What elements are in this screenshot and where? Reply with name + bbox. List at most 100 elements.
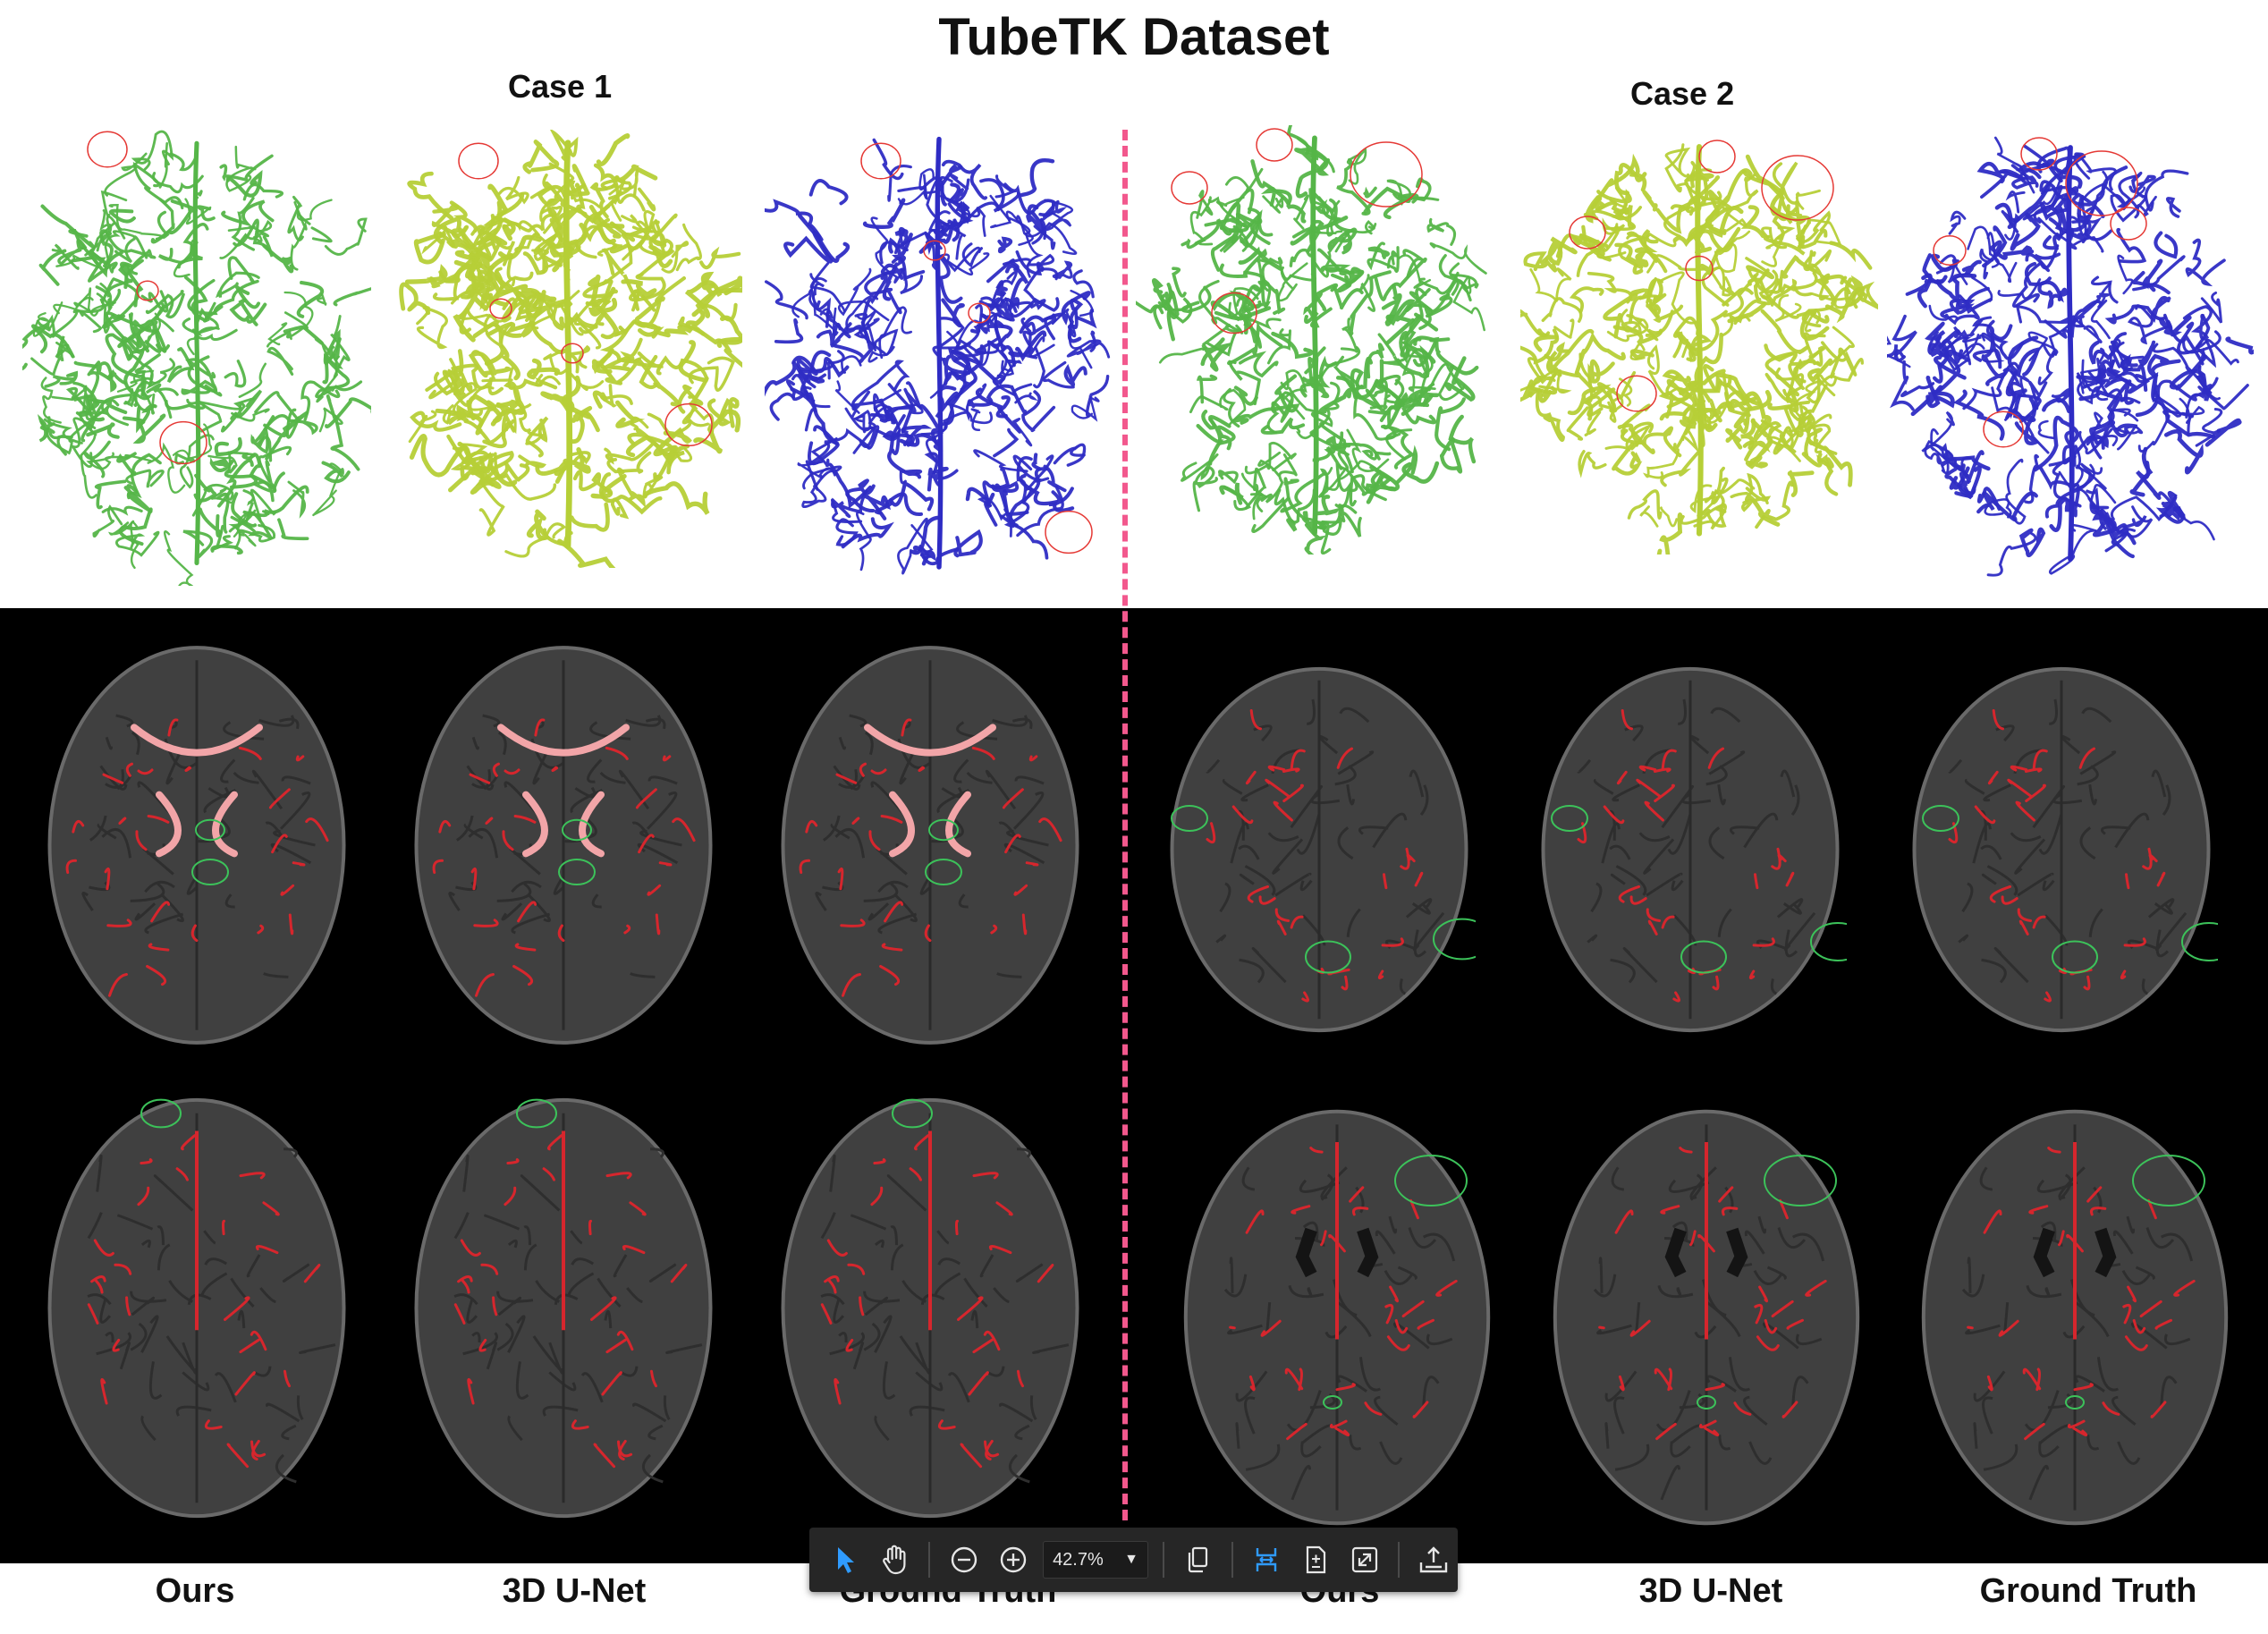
vessel-overlay [2127, 1285, 2137, 1303]
vessel-overlay [1417, 1318, 1434, 1330]
fit-width-button[interactable] [1246, 1538, 1288, 1581]
vessel-overlay [2102, 1401, 2120, 1416]
highlight-circle [1569, 216, 1606, 250]
vessel-overlay [1687, 968, 1697, 975]
vessel-overlay [284, 1369, 291, 1388]
vessel-overlay [1704, 1427, 1720, 1436]
vessel-overlay [884, 901, 904, 923]
vessel-overlay [467, 1377, 475, 1405]
vessel-overlay [473, 919, 499, 927]
zoom-level-value: 42.7% [1053, 1549, 1104, 1570]
zoom-out-button[interactable] [943, 1538, 985, 1581]
vessel-overlay [851, 817, 860, 825]
vessel-overlay [2173, 1279, 2196, 1297]
vessel-overlay [517, 901, 537, 923]
vessel-overlay [292, 861, 306, 867]
vessel-overlay [1752, 937, 1775, 947]
vessel-overlay [470, 867, 478, 891]
vessel-overlay [995, 1201, 1013, 1216]
vessel-overlay [1284, 1367, 1304, 1391]
vessel-overlay [1748, 969, 1756, 980]
vessel-overlay [588, 1219, 592, 1236]
page-view-button[interactable] [1177, 1538, 1219, 1581]
vessel-overlay [1974, 805, 1996, 825]
vessel-overlay [2142, 847, 2153, 870]
vessel-overlay [2032, 915, 2046, 929]
vessel-overlay [1273, 800, 1293, 822]
vessel-overlay [2122, 1303, 2132, 1325]
highlight-circle [664, 402, 713, 447]
vessel-tree [1136, 125, 1487, 555]
vessel-render-case2-ours [1136, 125, 1487, 555]
vessel-overlay [250, 1440, 267, 1458]
minus-circle-icon [951, 1546, 977, 1573]
vessel-overlay [239, 1172, 266, 1180]
vessel-overlay [1231, 805, 1254, 825]
vessel-overlay [672, 817, 696, 842]
vessel-overlay [1206, 822, 1216, 844]
highlight-circle [1761, 155, 1834, 221]
highlight-circle [1698, 140, 1736, 174]
vessel-overlay [605, 1172, 632, 1180]
zoom-in-button[interactable] [992, 1538, 1034, 1581]
vessel-overlay [1260, 1319, 1282, 1337]
vessel-overlay [262, 1201, 280, 1216]
fit-page-button[interactable] [1295, 1538, 1337, 1581]
vessel-overlay [303, 1264, 321, 1283]
fullscreen-button[interactable] [1343, 1538, 1385, 1581]
vessel-overlay [1282, 767, 1300, 773]
vessel-overlay [1335, 1383, 1356, 1392]
highlight-ellipse [1394, 1155, 1468, 1206]
vessel-overlay [557, 924, 565, 943]
vessel-overlay [551, 766, 559, 773]
vessel-overlay [972, 1338, 994, 1354]
highlight-circle [1616, 375, 1657, 412]
vessel-overlay [1038, 817, 1062, 842]
toolbar-separator [1162, 1542, 1164, 1578]
select-tool-button[interactable] [825, 1538, 867, 1581]
vessel-overlay [635, 788, 657, 809]
zoom-level-dropdown[interactable]: 42.7% ▼ [1043, 1541, 1148, 1579]
vessel-overlay [1274, 908, 1291, 922]
vessel-overlay [150, 901, 171, 923]
vessel-overlay [805, 819, 818, 834]
vessel-overlay [571, 1419, 589, 1430]
vessel-overlay [2086, 1186, 2103, 1203]
copy-pages-icon [1189, 1546, 1208, 1573]
vessel-render-case1-ours [22, 130, 371, 586]
vessel-overlay [1386, 1335, 1410, 1351]
mri-slices-area [0, 608, 2268, 1563]
pan-tool-button[interactable] [875, 1538, 917, 1581]
vessel-overlay [1758, 1285, 1769, 1303]
case-1-label: Case 1 [508, 68, 613, 105]
vessel-overlay [87, 1303, 99, 1325]
vessel-overlay [2073, 1383, 2094, 1392]
vessel-overlay [1948, 822, 1959, 844]
vessel-overlay [590, 1296, 617, 1321]
highlight-ellipse [195, 818, 225, 842]
viewer-toolbar: 42.7% ▼ [809, 1528, 1458, 1592]
vessel-overlay [234, 1371, 256, 1396]
vessel-overlay [1616, 770, 1628, 785]
mri-slice-row1-case1-unet [414, 646, 713, 1045]
vessel-overlay [1401, 1300, 1425, 1317]
vessel-overlay [835, 773, 858, 784]
vessel-overlay [605, 1338, 627, 1354]
vessel-overlay [175, 1167, 189, 1181]
vessel-overlay [2028, 1205, 2049, 1215]
export-button[interactable] [1412, 1538, 1454, 1581]
vessel-overlay [1384, 1303, 1394, 1325]
highlight-ellipse [928, 818, 959, 842]
vessel-overlay [605, 746, 629, 760]
vessel-overlay [1028, 755, 1038, 762]
vessel-overlay [288, 913, 294, 936]
vessel-overlay [2015, 800, 2035, 822]
vessel-render-case2-gt [1887, 136, 2254, 577]
vessel-overlay [670, 1264, 688, 1283]
mri-slice-row2-case2-ours [1183, 1109, 1491, 1526]
vessel-overlay [137, 1186, 150, 1206]
vessel-overlay [114, 1263, 132, 1275]
vessel-overlay [972, 1172, 999, 1180]
vessel-overlay [988, 1244, 1012, 1255]
vessel-overlay [513, 815, 537, 824]
